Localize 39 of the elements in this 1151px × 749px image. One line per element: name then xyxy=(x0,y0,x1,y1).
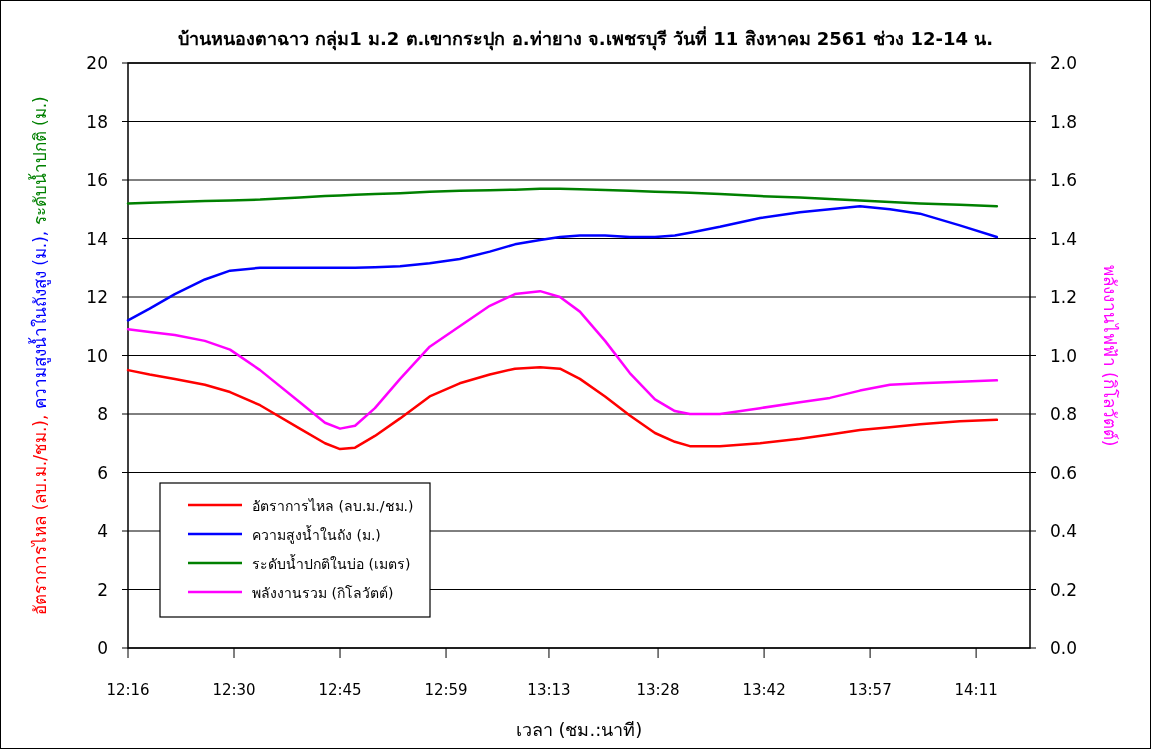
y2-tick-label: 0.2 xyxy=(1050,579,1078,600)
y2-tick-label: 1.0 xyxy=(1050,345,1078,366)
y-tick-label: 18 xyxy=(86,111,108,132)
y2-tick-label: 0.4 xyxy=(1050,521,1078,541)
y-tick-label: 16 xyxy=(86,170,108,190)
y-tick-label: 10 xyxy=(86,345,108,366)
y2-axis-title: พลังงานไฟฟ้า (กิโลวัตต์) xyxy=(1100,264,1120,447)
legend-label: ความสูงน้ำในถัง (ม.) xyxy=(252,525,381,544)
y-axis-title: อัตราการไหล (ลบ.ม./ชม.), ความสูงน้ำในถังสูง (ม.), ระดับน้ำปกติ (ม.) xyxy=(28,96,51,615)
y2-tick-label: 0.8 xyxy=(1050,404,1078,424)
y-tick-label: 8 xyxy=(97,404,108,424)
x-tick-label: 12:30 xyxy=(212,681,256,699)
y-tick-label: 0 xyxy=(97,638,108,658)
legend-label: พลังงานรวม (กิโลวัตต์) xyxy=(252,585,394,601)
y-tick-label: 6 xyxy=(97,462,108,483)
x-tick-label: 13:57 xyxy=(848,681,892,699)
y2-tick-label: 0.6 xyxy=(1050,462,1078,483)
x-tick-label: 12:16 xyxy=(106,681,150,699)
x-axis-title: เวลา (ชม.:นาที) xyxy=(515,719,643,740)
y2-tick-label: 1.2 xyxy=(1050,287,1078,307)
x-tick-label: 13:13 xyxy=(527,681,571,699)
x-tick-label: 13:28 xyxy=(636,681,680,699)
y2-tick-label: 1.6 xyxy=(1050,170,1078,190)
y-tick-label: 20 xyxy=(86,53,108,73)
chart-title: บ้านหนองตาฉาว กลุ่ม1 ม.2 ต.เขากระปุก อ.ท่ายาง จ.เพชรบุรี วันที่ 11 สิงหาคม 2561 ช่วง 12-14 น. xyxy=(177,26,994,51)
y-tick-label: 12 xyxy=(86,287,108,307)
legend-label: ระดับน้ำปกติในบ่อ (เมตร) xyxy=(252,554,411,572)
y2-tick-label: 1.4 xyxy=(1050,228,1078,249)
y-tick-label: 14 xyxy=(86,228,108,249)
y-tick-label: 2 xyxy=(97,579,108,600)
y2-tick-label: 0.0 xyxy=(1050,638,1078,658)
legend-label: อัตราการไหล (ลบ.ม./ชม.) xyxy=(252,498,414,514)
y2-tick-label: 2.0 xyxy=(1050,53,1078,73)
y-tick-label: 4 xyxy=(97,521,108,541)
x-tick-label: 12:59 xyxy=(424,681,468,699)
y2-tick-label: 1.8 xyxy=(1050,111,1078,132)
x-tick-label: 13:42 xyxy=(742,681,786,699)
x-tick-label: 12:45 xyxy=(318,681,362,699)
x-tick-label: 14:11 xyxy=(954,681,998,699)
